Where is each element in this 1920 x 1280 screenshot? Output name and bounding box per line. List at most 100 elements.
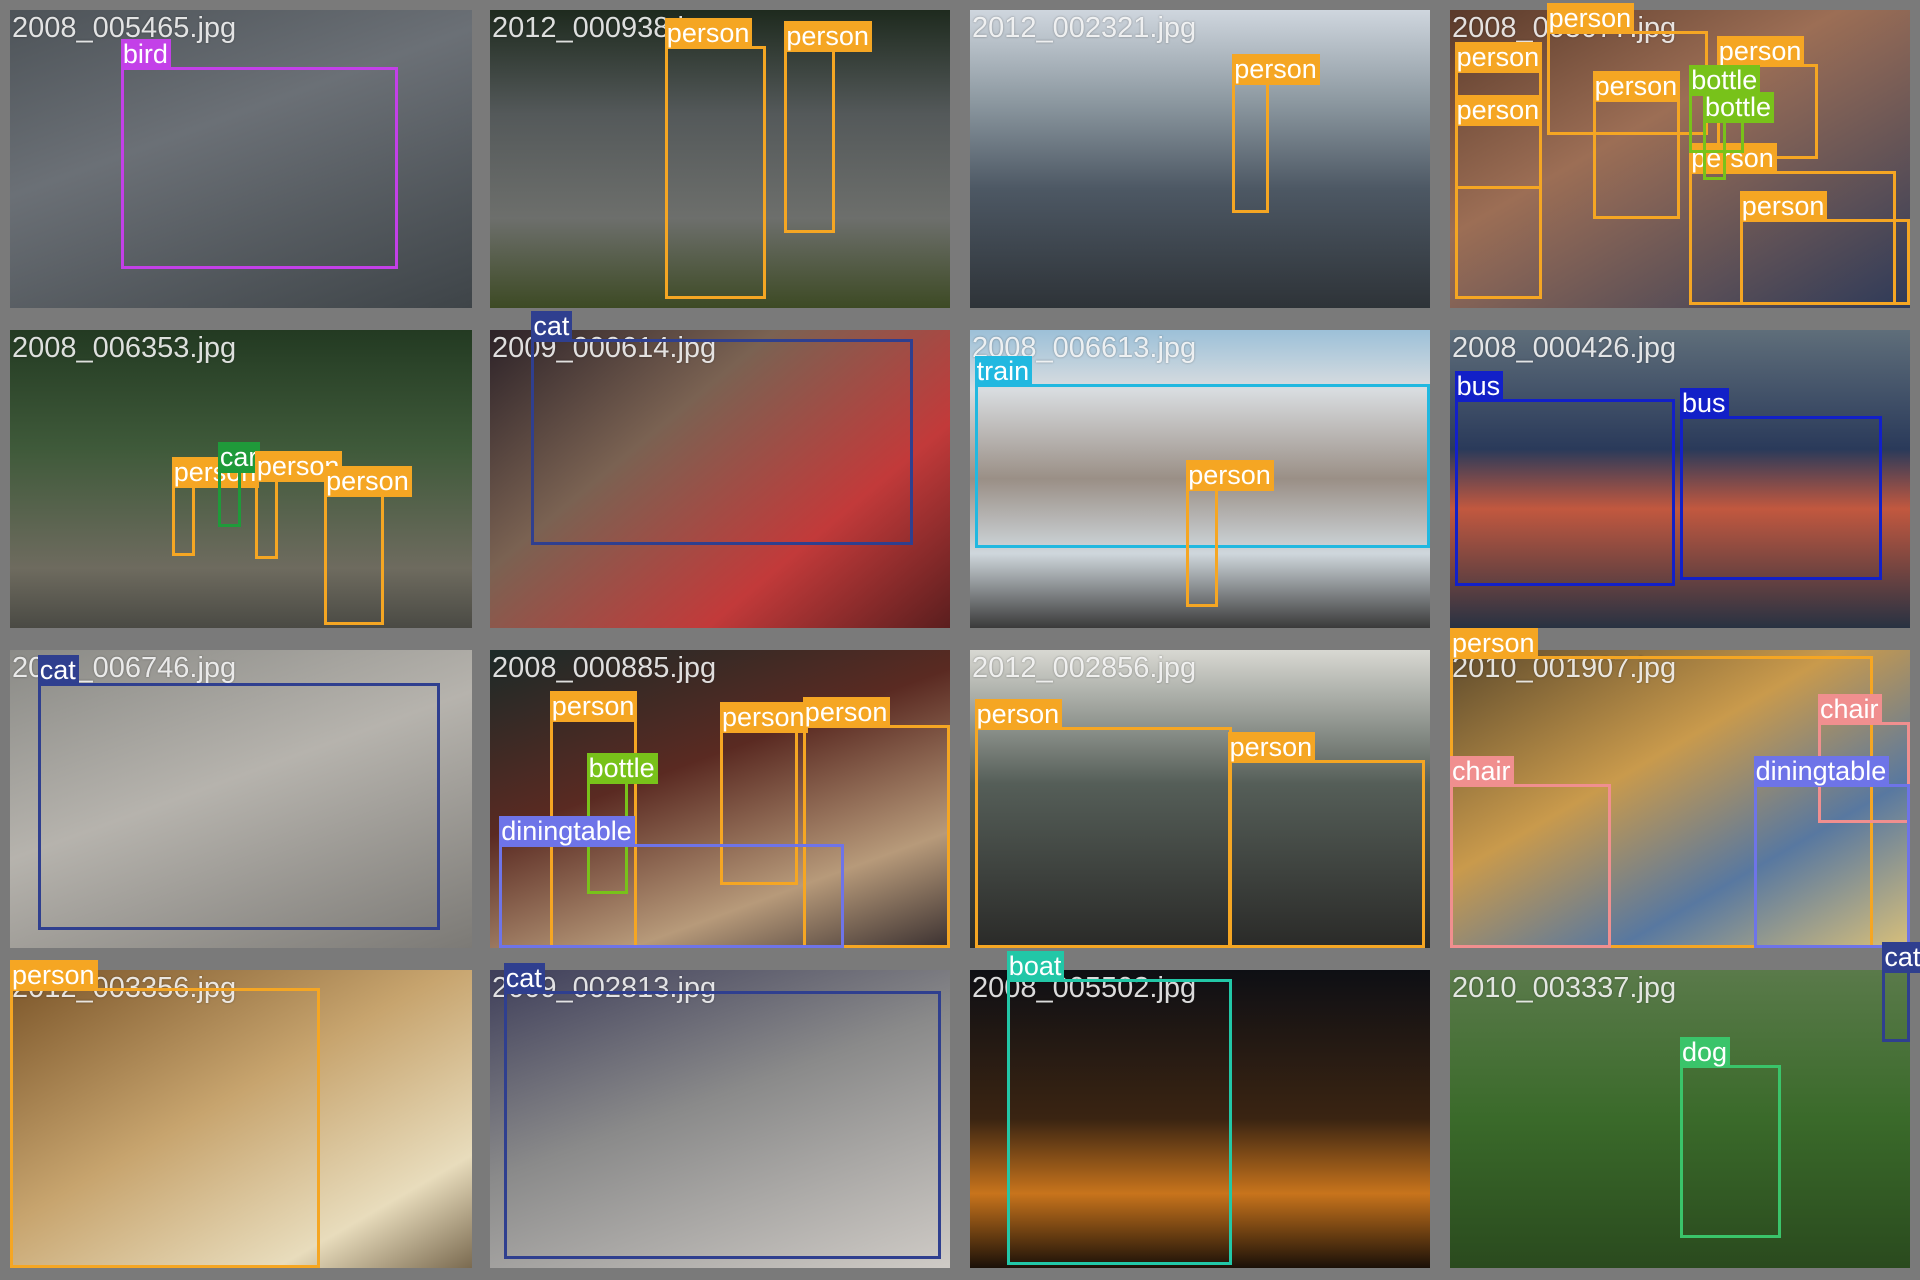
detection-box-bird: bird xyxy=(120,38,399,270)
detection-label: cat xyxy=(503,962,545,994)
detection-box-bus: bus xyxy=(1680,388,1883,581)
detection-label: bus xyxy=(1454,370,1504,402)
detection-box-cat: cat xyxy=(1882,942,1920,1042)
detection-label: person xyxy=(1186,459,1274,491)
detection-box-person: person xyxy=(802,696,950,948)
detection-label: person xyxy=(802,696,891,728)
detection-label: person xyxy=(324,465,412,497)
tile-filename: 2010_003337.jpg xyxy=(1452,972,1677,1004)
detection-label: person xyxy=(10,959,98,991)
detection-label: bottle xyxy=(1703,92,1775,124)
detection-label: diningtable xyxy=(1753,756,1890,788)
image-tile: 2008_006746.jpg cat xyxy=(10,650,472,948)
tile-photo xyxy=(970,970,1430,1268)
tile-filename: 2008_006353.jpg xyxy=(12,332,237,364)
tile-filename: 2012_002321.jpg xyxy=(972,12,1197,44)
image-tile: 2009_000614.jpg cat xyxy=(490,310,950,628)
detection-label: person xyxy=(664,17,753,49)
detection-box-bus: bus xyxy=(1454,370,1676,587)
detection-box-dog: dog xyxy=(1680,1037,1782,1239)
detection-label: boat xyxy=(1006,950,1065,982)
detection-label: chair xyxy=(1450,756,1514,788)
detection-label: person xyxy=(1546,2,1635,34)
detection-label: person xyxy=(549,690,638,722)
detection-box-person: person xyxy=(974,699,1233,948)
detection-label: bottle xyxy=(1689,65,1761,97)
detection-box-boat: boat xyxy=(1006,950,1233,1266)
detection-box-person: person xyxy=(254,451,343,560)
tile-photo xyxy=(10,10,472,308)
detection-box-person: person xyxy=(1186,459,1274,608)
tile-photo xyxy=(970,10,1430,308)
detection-box-person: person xyxy=(324,465,412,625)
detection-label: dog xyxy=(1680,1037,1731,1069)
detection-label: person xyxy=(784,20,872,52)
detection-box-diningtable: diningtable xyxy=(1753,756,1910,948)
tile-photo xyxy=(10,650,472,948)
detection-label: cat xyxy=(37,654,79,686)
tile-photo xyxy=(10,970,472,1268)
image-tile: 2008_005465.jpg bird xyxy=(10,10,472,308)
detection-label: person xyxy=(1232,53,1320,85)
detection-label: bottle xyxy=(586,753,658,785)
image-tile: 2010_001907.jpg person chair chair diningtab… xyxy=(1450,627,1910,948)
detection-label: person xyxy=(1739,190,1828,222)
detection-box-car: car xyxy=(217,442,261,527)
tile-filename: 2008_000426.jpg xyxy=(1452,332,1677,364)
detection-box-person: person xyxy=(1232,53,1320,213)
detection-label: person xyxy=(1454,41,1543,73)
detection-label: chair xyxy=(1818,693,1882,725)
detection-label: person xyxy=(720,702,808,734)
detection-label: cat xyxy=(1882,942,1920,973)
detection-label: train xyxy=(974,355,1033,387)
detection-label: person xyxy=(974,699,1063,731)
image-tile: 2008_005502.jpg boat xyxy=(970,950,1430,1268)
detection-label: person xyxy=(1592,71,1681,103)
detection-box-cat: cat xyxy=(503,962,941,1260)
detection-box-bottle: bottle xyxy=(1703,92,1775,180)
tile-filename: 2009_000614.jpg xyxy=(492,332,717,364)
image-tile: 2009_002813.jpg cat xyxy=(490,962,950,1268)
detection-label: car xyxy=(217,442,261,474)
detection-box-train: train xyxy=(974,355,1430,548)
detection-box-person: person xyxy=(1739,190,1910,305)
detection-box-person: person xyxy=(1546,2,1708,136)
tile-photo xyxy=(490,330,950,628)
detection-box-person: person xyxy=(10,959,320,1268)
detection-label: cat xyxy=(531,310,573,342)
tile-photo xyxy=(490,10,950,308)
image-tile: 2008_005077.jpgpersonpersonpersonpersonp… xyxy=(1450,2,1910,308)
detection-box-cat: cat xyxy=(531,310,914,545)
detection-box-person: person xyxy=(720,702,808,886)
image-tile: 2008_006613.jpg train person xyxy=(970,330,1430,628)
detection-label: person xyxy=(1454,95,1543,127)
detection-label: person xyxy=(1227,732,1316,764)
detection-box-person: person xyxy=(1227,732,1426,948)
image-tile: 2008_006353.jpg person car person person xyxy=(10,330,472,628)
detection-label: bird xyxy=(120,38,171,70)
detection-box-diningtable: diningtable xyxy=(499,815,845,948)
detection-box-person: person xyxy=(1454,95,1543,300)
image-tile: 2012_003356.jpg person xyxy=(10,959,472,1268)
tile-filename: 2008_000885.jpg xyxy=(492,652,717,684)
tile-photo xyxy=(490,970,950,1268)
image-tile: 2008_000426.jpg bus bus xyxy=(1450,330,1910,628)
detection-box-person: person xyxy=(1592,71,1681,219)
image-tile: 2008_000885.jpg person person person bottle d… xyxy=(490,650,950,948)
detection-label: person xyxy=(1716,35,1805,67)
detection-label: person xyxy=(1450,627,1538,659)
tile-filename: 2012_002856.jpg xyxy=(972,652,1197,684)
detection-box-person: person xyxy=(784,20,872,234)
detection-label: diningtable xyxy=(499,815,635,847)
detection-label: bus xyxy=(1680,388,1729,420)
detection-box-person: person xyxy=(1450,627,1874,948)
detection-box-chair: chair xyxy=(1450,756,1611,948)
detection-box-cat: cat xyxy=(37,654,440,931)
detection-box-person: person xyxy=(171,456,260,557)
image-tile: 2012_000938.jpg person person xyxy=(490,10,950,308)
detection-box-person: person xyxy=(664,17,766,300)
